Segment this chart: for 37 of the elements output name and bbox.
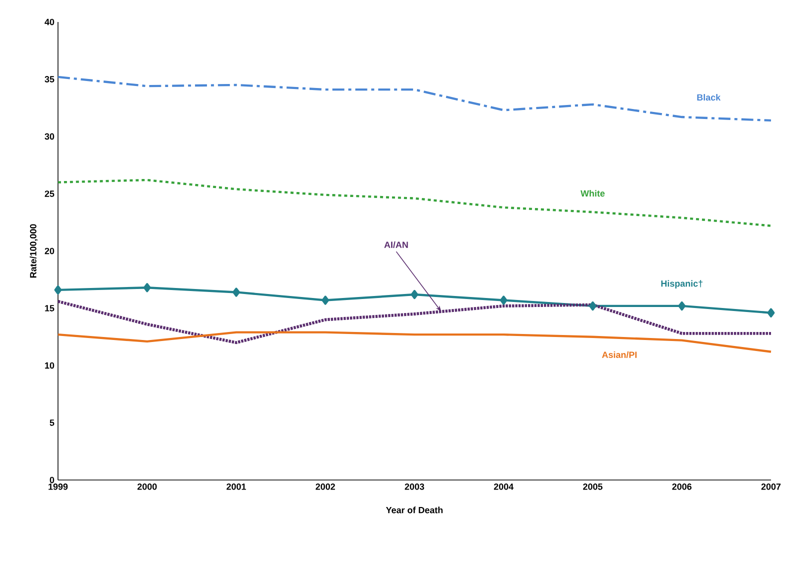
point	[589, 301, 596, 311]
y-axis-title: Rate/100,000	[30, 224, 38, 278]
point	[767, 308, 775, 318]
x-tick-label: 1999	[48, 484, 68, 490]
y-tick-label: 15	[45, 305, 54, 312]
line-series	[56, 178, 772, 227]
series-label: Asian/PI	[602, 351, 637, 358]
y-tick-label: 40	[44, 18, 54, 26]
point	[232, 288, 240, 297]
line-series	[56, 76, 772, 122]
x-tick-label: 2002	[316, 484, 335, 490]
point	[322, 296, 330, 305]
point	[500, 296, 508, 305]
point	[678, 301, 686, 311]
x-axis-title: Year of Death	[386, 506, 443, 514]
x-tick-label: 2006	[672, 484, 692, 490]
y-tick-label: 0	[50, 476, 54, 484]
y-tick-label: 10	[45, 362, 54, 369]
x-tick-label: 2003	[404, 484, 424, 490]
text: AI/AN	[384, 241, 408, 248]
series-label: Black	[697, 94, 721, 101]
x-tick-label: 2001	[226, 484, 246, 490]
point	[143, 283, 151, 292]
series-label: Hispanic†	[661, 280, 702, 288]
x-tick-label: 2005	[583, 484, 602, 490]
x-tick-label: 2000	[137, 484, 157, 490]
x-tick-label: 2007	[761, 484, 781, 490]
point	[410, 290, 418, 300]
series-label: White	[580, 190, 605, 197]
x-tick-label: 2004	[494, 484, 514, 490]
line-series	[56, 331, 772, 353]
y-tick-label: 5	[50, 420, 54, 426]
y-tick-label: 30	[44, 133, 54, 140]
y-tick-label: 20	[44, 248, 54, 254]
y-tick-label: 35	[44, 76, 54, 82]
y-tick-label: 25	[44, 190, 54, 197]
point	[54, 285, 62, 295]
